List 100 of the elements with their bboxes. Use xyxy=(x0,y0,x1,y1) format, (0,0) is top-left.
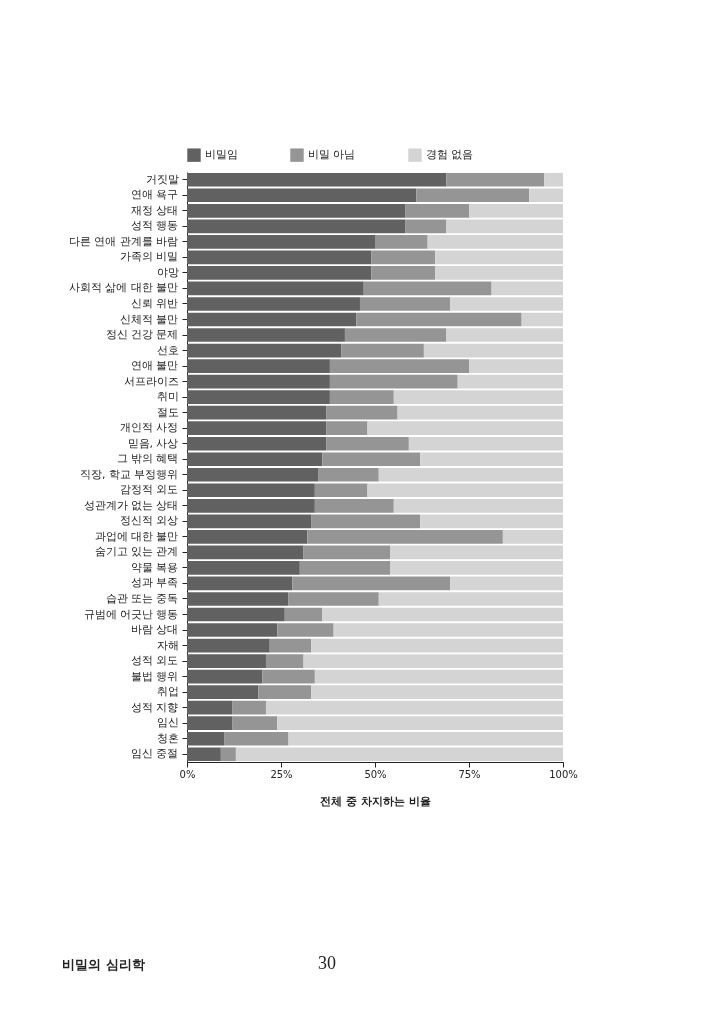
bar xyxy=(405,203,469,218)
y-tick-label: 신체적 불만 xyxy=(120,312,179,326)
y-tick-label: 정신 건강 문제 xyxy=(105,328,179,342)
bar xyxy=(187,405,327,420)
bar xyxy=(187,328,345,342)
bar xyxy=(292,576,451,591)
bar xyxy=(390,561,563,575)
bar xyxy=(502,530,563,544)
legend-label: 비밀임 xyxy=(205,148,238,162)
bar xyxy=(265,700,563,715)
bar xyxy=(187,716,233,731)
bar xyxy=(277,716,563,731)
bar xyxy=(187,343,342,358)
bar xyxy=(187,607,285,622)
bar xyxy=(363,281,492,296)
y-tick-label: 약물 복용 xyxy=(131,560,179,574)
legend-label: 경험 없음 xyxy=(426,148,474,162)
bar xyxy=(450,297,563,311)
bar xyxy=(378,592,563,606)
bar xyxy=(187,545,304,560)
bar xyxy=(469,203,563,218)
bar xyxy=(187,654,266,668)
x-axis-title: 전체 중 차지하는 비율 xyxy=(320,794,431,808)
bar xyxy=(232,716,278,731)
bar xyxy=(393,498,563,513)
bar xyxy=(187,390,330,404)
bar xyxy=(187,374,330,389)
bar xyxy=(262,669,315,684)
bar xyxy=(423,343,563,358)
bar xyxy=(187,530,308,544)
y-tick-label: 바람 상대 xyxy=(131,623,179,637)
bar xyxy=(322,607,563,622)
y-tick-label: 가족의 비밀 xyxy=(120,250,179,264)
bar xyxy=(427,235,563,249)
y-tick-label: 야망 xyxy=(156,265,179,279)
y-tick-label: 믿음, 사상 xyxy=(127,436,179,450)
x-tick-label: 0% xyxy=(179,768,196,780)
y-tick-label: 과업에 대한 불만 xyxy=(94,529,179,543)
bar xyxy=(314,669,563,684)
y-tick-label: 연애 욕구 xyxy=(131,188,179,202)
bar xyxy=(284,607,323,622)
bar xyxy=(420,514,563,529)
bar xyxy=(311,638,563,653)
y-tick-label: 성적 행동 xyxy=(131,219,179,233)
bar xyxy=(187,297,360,311)
bar xyxy=(329,390,394,404)
y-tick-label: 그 밖의 혜택 xyxy=(116,452,179,466)
bar xyxy=(187,219,406,234)
text: 비밀의 심리학 xyxy=(62,956,145,974)
y-tick-label: 청혼 xyxy=(156,731,179,745)
bar xyxy=(303,654,563,668)
bar xyxy=(435,250,563,265)
bar xyxy=(187,685,259,699)
bar xyxy=(371,250,436,265)
bar xyxy=(187,514,312,529)
bar xyxy=(450,576,563,591)
text: 30 xyxy=(318,953,336,974)
bar xyxy=(356,312,522,327)
bar xyxy=(405,219,447,234)
x-tick-label: 25% xyxy=(270,768,293,780)
bar xyxy=(371,266,436,280)
y-tick-label: 선호 xyxy=(156,343,179,357)
bar xyxy=(446,219,563,234)
bar xyxy=(187,498,315,513)
bar xyxy=(333,623,563,637)
bar xyxy=(329,359,469,373)
bar xyxy=(187,638,270,653)
bar xyxy=(187,266,372,280)
bar xyxy=(269,638,312,653)
bar xyxy=(307,530,503,544)
bar xyxy=(341,343,424,358)
y-tick-label: 거짓말 xyxy=(145,172,179,186)
bar xyxy=(187,359,330,373)
y-tick-label: 불법 행위 xyxy=(131,669,179,683)
bar xyxy=(187,421,327,436)
bar xyxy=(265,654,304,668)
bar xyxy=(314,498,394,513)
bar xyxy=(187,623,278,637)
y-tick-label: 개인적 사정 xyxy=(120,421,179,435)
bar xyxy=(457,374,563,389)
x-tick-label: 50% xyxy=(364,768,387,780)
y-tick-label: 규범에 어긋난 행동 xyxy=(83,607,179,621)
bar xyxy=(187,250,372,265)
y-tick-label: 사회적 삶에 대한 불만 xyxy=(69,281,179,295)
y-tick-label: 직장, 학교 부정행위 xyxy=(80,467,179,481)
y-tick-label: 성적 외도 xyxy=(131,654,179,668)
bar xyxy=(311,685,563,699)
bar xyxy=(446,328,563,342)
bar xyxy=(187,669,263,684)
bar xyxy=(232,700,266,715)
y-tick-label: 재정 상태 xyxy=(131,203,179,217)
x-tick-label: 75% xyxy=(458,768,481,780)
y-tick-label: 성과 부족 xyxy=(131,576,179,590)
y-tick-label: 정신적 외상 xyxy=(120,514,179,528)
y-tick-label: 신뢰 위반 xyxy=(131,296,179,310)
bar xyxy=(187,592,289,606)
y-tick-label: 연애 불만 xyxy=(131,359,179,373)
x-tick-label: 100% xyxy=(549,768,578,780)
legend-label: 비밀 아님 xyxy=(308,148,356,162)
bar xyxy=(187,561,300,575)
